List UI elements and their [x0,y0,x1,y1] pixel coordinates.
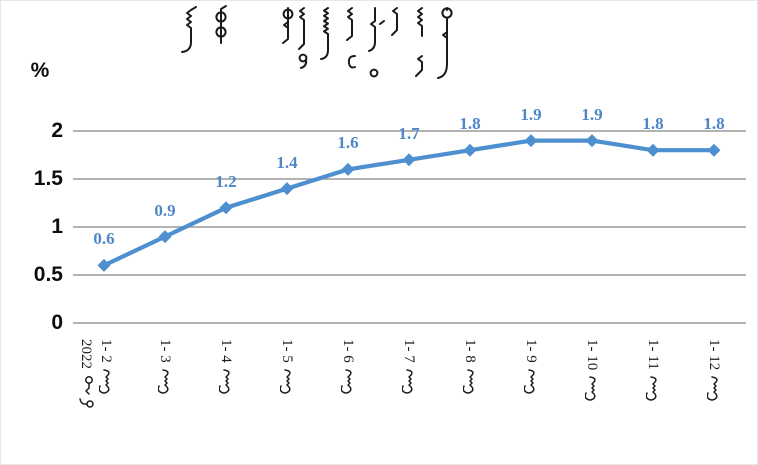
x-tick-month: 1- 11 [644,339,662,451]
x-tick-label: 1- 9 [522,339,540,451]
x-tick-month: 1- 5 [278,339,296,451]
series-marker [97,258,111,272]
x-tick-month: 1- 4 [217,339,235,451]
x-tick-month: 1- 8 [461,339,479,451]
series-marker [280,182,294,196]
title-column [441,7,453,19]
x-tick-month: 1- 2 [97,339,115,451]
mongolian-month-word-glyph [706,376,718,401]
data-point-label: 1.8 [703,114,725,134]
chart-title-mongolian [1,1,757,111]
data-point-label: 1.7 [398,123,420,143]
x-tick-month: 1- 10 [583,339,601,451]
x-tick-label: 1- 7 [400,339,418,451]
x-tick-label: 1- 3 [156,339,174,451]
title-column [298,7,305,50]
y-tick-label: 1 [51,215,63,238]
data-point-label: 0.9 [154,200,176,220]
title-column [215,11,227,23]
y-tick-label: 2 [51,119,63,142]
series-marker [341,162,355,176]
mongolian-year-word-glyph [79,376,94,408]
x-tick-label: 1- 10 [583,339,601,451]
y-tick-label: 0.5 [33,263,63,286]
x-tick-label: 1- 2 2022 [78,339,115,451]
data-point-label: 1.6 [337,133,359,153]
title-column [391,7,398,36]
mongolian-month-word-glyph [645,375,657,401]
data-point-label: 1.9 [520,104,542,124]
mongolian-month-word-glyph [218,369,230,394]
title-column [415,7,423,77]
series-marker [707,143,721,157]
mongolian-month-word-glyph [584,376,596,401]
x-tick-label: 1- 4 [217,339,235,451]
x-tick-label: 1- 6 [339,339,357,451]
title-column [346,7,353,41]
title-column [220,5,227,44]
title-column [368,7,385,52]
series-marker [585,134,599,148]
title-column [369,68,379,78]
data-point-label: 0.6 [93,229,115,249]
mongolian-month-word-glyph [157,369,169,394]
mongolian-month-word-glyph [462,369,474,394]
title-column [320,7,329,60]
title-column [282,7,289,44]
x-tick-label: 1- 8 [461,339,479,451]
mongolian-month-word-glyph [340,369,352,394]
x-tick-month: 1- 9 [522,339,540,451]
y-tick-label: 1.5 [33,167,63,190]
title-column [298,53,308,63]
title-column [347,55,356,69]
series-marker [463,143,477,157]
data-point-label: 1.9 [581,104,603,124]
x-tick-month: 1- 7 [400,339,418,451]
x-tick-label: 1- 11 [644,339,662,451]
x-tick-month: 1- 12 [705,339,723,451]
data-point-label: 1.4 [276,152,298,172]
x-tick-month: 1- 6 [339,339,357,451]
data-point-label: 1.8 [459,114,481,134]
mongolian-month-word-glyph [279,369,291,394]
series-marker [402,153,416,167]
series-marker [219,201,233,215]
title-column [300,59,308,69]
series-marker [158,230,172,244]
mongolian-month-word-glyph [98,369,110,394]
title-column [282,8,294,20]
series-line [101,138,717,268]
x-tick-year: 2022 [78,339,97,451]
x-tick-label: 1- 12 [705,339,723,451]
title-column [437,7,448,79]
series-marker [646,143,660,157]
title-column [215,26,227,38]
y-tick-label: 0 [51,311,63,334]
x-tick-month: 1- 3 [156,339,174,451]
mongolian-month-word-glyph [401,369,413,394]
series-marker [524,134,538,148]
data-point-label: 1.8 [642,114,664,134]
x-tick-label: 1- 5 [278,339,296,451]
mongolian-month-word-glyph [523,369,535,394]
title-column [181,6,197,53]
data-point-label: 1.2 [215,171,237,191]
y-axis-unit-label: % [30,59,50,82]
